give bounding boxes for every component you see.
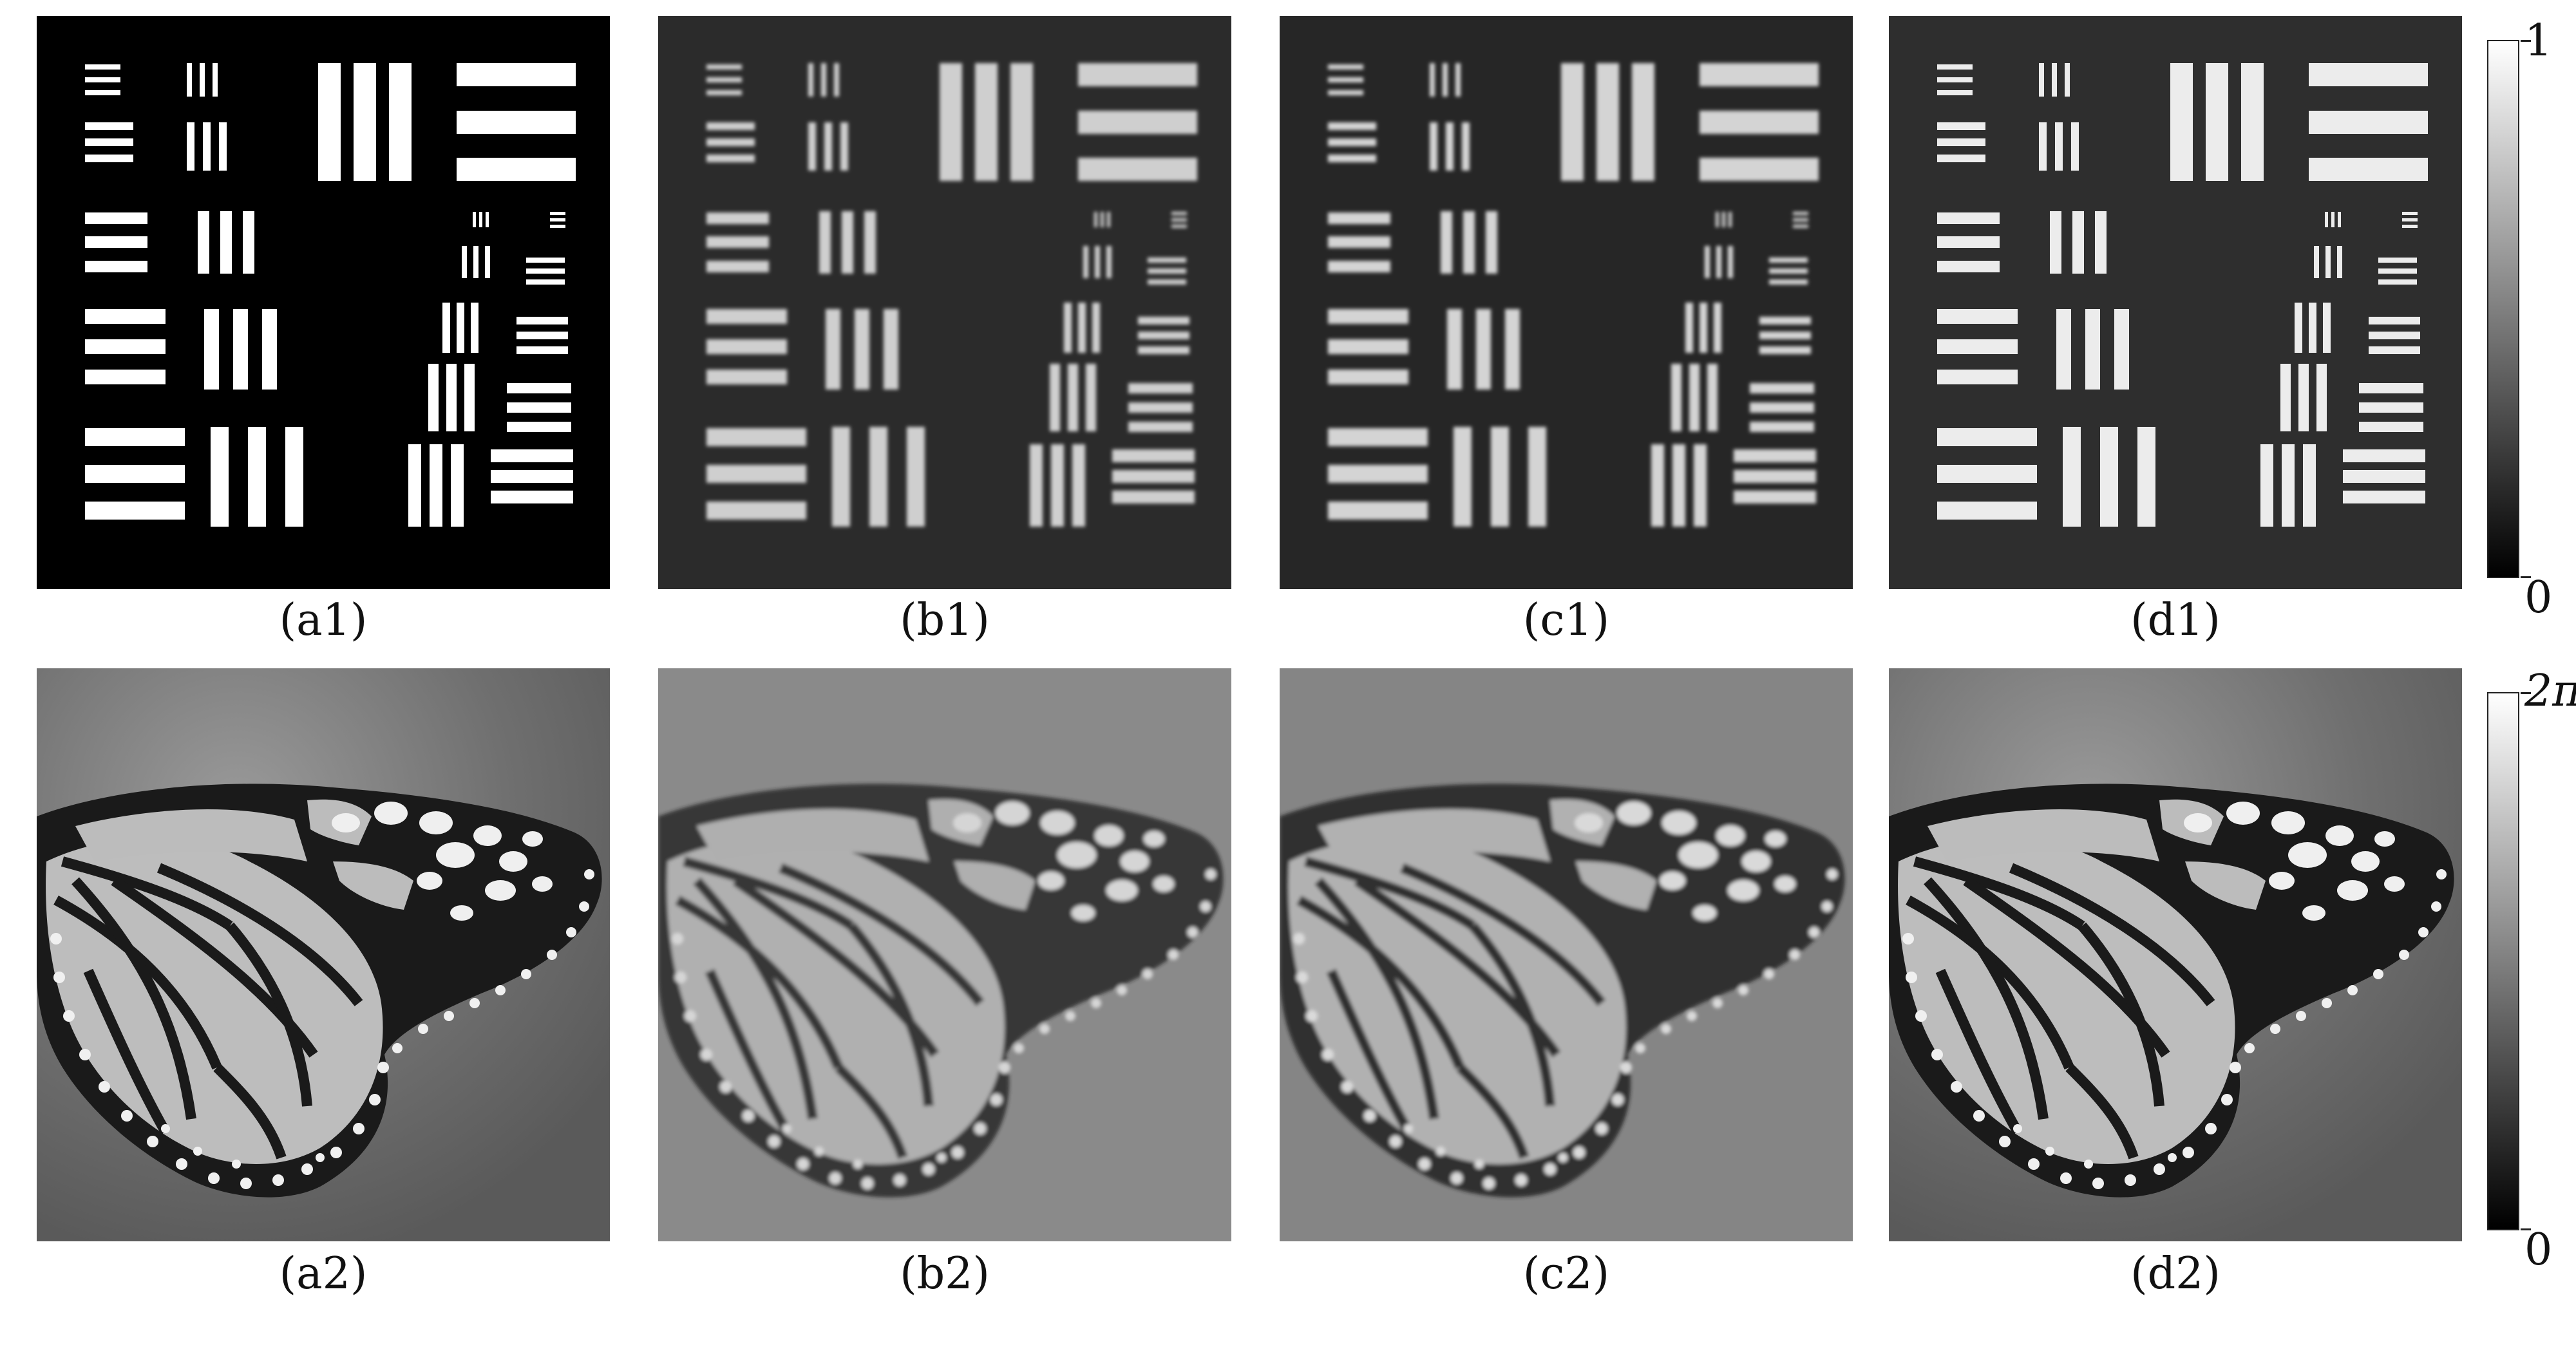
phase-colorbar — [2487, 692, 2519, 1230]
amplitude-colorbar-min-tick — [2521, 576, 2531, 578]
panel-c1-amplitude-reconstruction — [1280, 16, 1853, 589]
panel-a2-phase-ground-truth — [37, 668, 610, 1241]
caption-a1: (a1) — [279, 595, 368, 646]
phase-colorbar-max-label: 2π — [2524, 666, 2576, 717]
amplitude-colorbar-max-label: 1 — [2524, 15, 2553, 66]
caption-a2: (a2) — [279, 1248, 368, 1299]
amplitude-colorbar-min-label: 0 — [2524, 572, 2553, 623]
phase-colorbar-max-tick — [2521, 692, 2531, 694]
caption-d2: (d2) — [2130, 1248, 2221, 1299]
panel-c2-phase-reconstruction — [1280, 668, 1853, 1241]
panel-a1-amplitude-ground-truth — [37, 16, 610, 589]
caption-b1: (b1) — [900, 595, 990, 646]
panel-d1-amplitude-reconstruction — [1889, 16, 2462, 589]
panel-b1-amplitude-reconstruction — [658, 16, 1231, 589]
amplitude-colorbar — [2487, 40, 2519, 578]
caption-d1: (d1) — [2130, 595, 2221, 646]
panel-b2-phase-reconstruction — [658, 668, 1231, 1241]
amplitude-colorbar-max-tick — [2521, 40, 2531, 42]
caption-c2: (c2) — [1522, 1248, 1610, 1299]
panel-d2-phase-reconstruction — [1889, 668, 2462, 1241]
phase-colorbar-min-label: 0 — [2524, 1225, 2553, 1275]
caption-b2: (b2) — [900, 1248, 990, 1299]
phase-colorbar-min-tick — [2521, 1228, 2531, 1230]
caption-c1: (c1) — [1522, 595, 1610, 646]
